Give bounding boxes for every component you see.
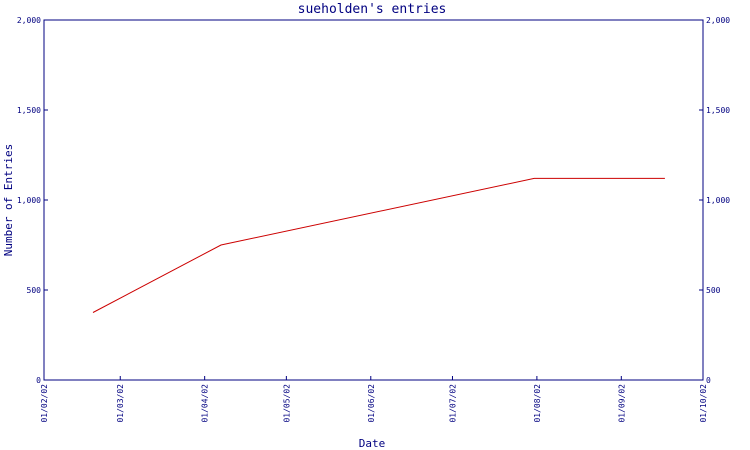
y-tick-label-left: 0 <box>36 376 41 385</box>
y-tick-label-right: 1,000 <box>706 196 730 205</box>
y-tick-label-left: 500 <box>27 286 42 295</box>
x-tick-label: 01/04/02 <box>201 384 210 423</box>
x-axis-label: Date <box>359 437 386 450</box>
axes <box>43 19 704 381</box>
series <box>92 177 665 313</box>
y-tick-label-right: 2,000 <box>706 16 730 25</box>
y-tick-label-right: 0 <box>706 376 711 385</box>
x-tick-label: 01/08/02 <box>533 384 542 423</box>
y-tick-label-left: 2,000 <box>17 16 41 25</box>
y-tick-label-right: 1,500 <box>706 106 730 115</box>
x-tick-label: 01/06/02 <box>367 384 376 423</box>
y-tick-label-left: 1,000 <box>17 196 41 205</box>
series-line <box>92 177 665 313</box>
y-tick-label-right: 500 <box>706 286 721 295</box>
x-tick-label: 01/09/02 <box>617 384 626 423</box>
ticks: 0 0 500 500 1,000 1,000 1,500 1,500 2,000 2,000 01… <box>17 16 730 423</box>
chart-title: sueholden's entries <box>298 2 447 17</box>
x-tick-label: 01/02/02 <box>40 384 49 423</box>
x-tick-label: 01/03/02 <box>116 384 125 423</box>
x-tick-label: 01/05/02 <box>282 384 291 423</box>
y-axis-label: Number of Entries <box>2 144 15 257</box>
x-tick-label: 01/07/02 <box>448 384 457 423</box>
y-tick-label-left: 1,500 <box>17 106 41 115</box>
plot-frame <box>43 19 704 381</box>
x-tick-label: 01/10/02 <box>699 384 708 423</box>
